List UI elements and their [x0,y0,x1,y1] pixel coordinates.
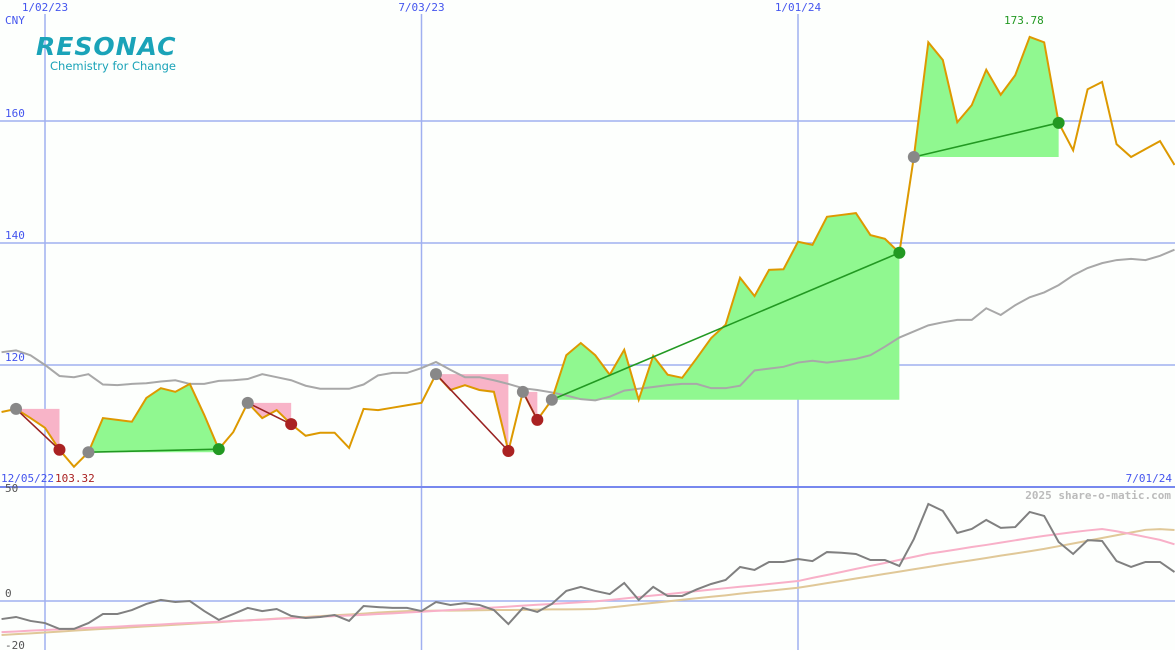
logo-wordmark: RESONAC [36,32,177,61]
y-tick-label: 120 [5,351,25,364]
lower-y-tick-label: 0 [5,587,12,600]
indicator-momentum-line [1,502,1175,630]
x-tick-label: 7/03/23 [398,1,444,14]
y-tick-label: 140 [5,229,25,242]
logo-tagline: Chemistry for Change [50,59,176,73]
trade-line [15,408,61,451]
trade-gain-area [913,36,1059,157]
company-logo: RESONAC Chemistry for Change [36,32,176,73]
trade-line [88,448,219,454]
moving-average-line [1,248,1175,402]
y-tick-label: 160 [5,107,25,120]
trade-line [247,402,292,425]
indicator-fast-line [1,527,1175,634]
lower-y-tick-label: -20 [5,639,25,650]
trade-line [913,122,1059,158]
trade-exit-dot [502,445,515,458]
trade-entry-dot [429,368,442,381]
trade-entry-dot [545,393,558,406]
x-tick-label: 1/02/23 [22,1,68,14]
trade-exit-dot [1052,116,1065,129]
trade-exit-dot [285,418,298,431]
start-date-label: 12/05/22 [1,472,54,485]
currency-label: CNY [5,14,25,27]
end-date-label: 7/01/24 [1125,472,1172,485]
watermark: 2025 share-o-matic.com [1025,489,1171,502]
trade-entry-dot [241,396,254,409]
trade-line [435,373,509,452]
trade-exit-dot [53,443,66,456]
trade-gain-area [88,383,219,453]
trade-entry-dot [10,402,23,415]
max-price-label: 173.78 [1004,14,1044,27]
trade-entry-dot [82,446,95,459]
trade-exit-dot [212,443,225,456]
trade-entry-dot [907,150,920,163]
trade-exit-dot [893,246,906,259]
trade-exit-dot [531,413,544,426]
min-price-label: 103.32 [55,472,95,485]
x-tick-label: 1/01/24 [775,1,822,14]
trade-line [551,252,900,401]
trade-loss-area [16,408,60,450]
trade-entry-dot [516,385,529,398]
trade-gain-area [551,213,900,400]
lower-y-tick-label: 50 [5,482,18,495]
price-line [1,35,1175,469]
indicator-slow-line [1,528,1175,637]
